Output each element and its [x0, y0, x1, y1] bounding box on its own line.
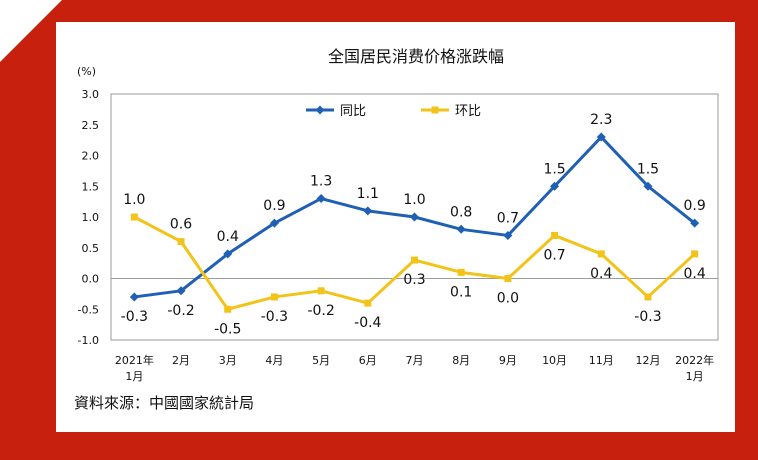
data-point	[456, 224, 466, 234]
data-label: 0.3	[403, 272, 425, 288]
data-point	[316, 194, 326, 204]
data-label: 0.9	[263, 198, 285, 214]
x-tick-label: 5月	[312, 354, 330, 367]
data-label: 2.3	[590, 112, 612, 128]
legend-label: 环比	[455, 104, 481, 119]
x-tick-label: 9月	[499, 354, 517, 367]
data-point	[504, 275, 512, 282]
data-point	[596, 132, 606, 142]
x-tick-label: 3月	[219, 354, 237, 367]
y-tick-label: 2.5	[82, 119, 100, 132]
y-tick-label: 3.0	[82, 88, 100, 101]
data-point	[224, 305, 232, 313]
x-tick-label: 2021年	[115, 353, 154, 367]
data-label: 0.1	[450, 284, 472, 300]
y-tick-label: -0.5	[78, 303, 99, 316]
data-point	[364, 299, 372, 307]
data-label: -0.2	[167, 303, 194, 319]
data-point	[176, 286, 186, 296]
x-tick-label: 8月	[452, 354, 470, 367]
legend-swatch-marker	[431, 106, 439, 114]
data-label: 1.3	[310, 174, 332, 190]
y-tick-label: -1.0	[78, 334, 99, 347]
data-point	[643, 181, 653, 191]
data-point	[503, 230, 513, 240]
data-label: 0.0	[497, 291, 519, 307]
x-tick-label: 6月	[359, 354, 377, 367]
data-label: 0.4	[217, 229, 239, 245]
x-tick-label: 7月	[406, 354, 424, 367]
legend-label: 同比	[340, 104, 366, 119]
data-label: 0.7	[543, 247, 565, 263]
y-tick-label: 0.0	[82, 273, 100, 286]
data-label: 1.0	[403, 192, 425, 208]
plot-frame	[110, 93, 719, 341]
data-label: -0.3	[121, 309, 148, 325]
data-point	[317, 287, 325, 295]
y-tick-label: 1.5	[82, 180, 100, 193]
data-label: -0.3	[634, 309, 661, 325]
data-label: 0.9	[684, 198, 706, 214]
data-label: 0.6	[170, 217, 192, 233]
data-point	[411, 256, 418, 264]
data-point	[269, 218, 279, 228]
data-point	[551, 231, 559, 239]
data-label: 0.4	[590, 266, 612, 282]
legend-swatch-marker	[315, 105, 325, 115]
y-tick-label: 2.0	[82, 150, 100, 163]
data-label: 1.0	[123, 192, 145, 208]
chart-title: 全国居民消费价格涨跌幅	[328, 47, 504, 66]
y-axis-unit: (%)	[77, 65, 96, 78]
x-tick-label: 2022年	[675, 353, 714, 367]
data-label: 0.4	[684, 266, 706, 282]
data-point	[223, 249, 233, 259]
data-point	[130, 213, 138, 221]
source-note: 資料來源：中國國家統計局	[74, 394, 255, 412]
data-point	[270, 293, 278, 301]
data-point	[550, 181, 560, 191]
cpi-line-chart: 全国居民消费价格涨跌幅 (%) 3.0 2.5 2.0 1.5 1.0 0.5 0.0 -0.…	[77, 47, 719, 383]
data-point	[410, 212, 419, 222]
x-tick-label: 12月	[635, 354, 660, 367]
x-tick-label: 1月	[686, 370, 704, 383]
data-label: 1.5	[543, 161, 565, 177]
x-tick-label: 4月	[265, 354, 283, 367]
data-label: 1.5	[637, 161, 659, 177]
y-tick-label: 1.0	[82, 211, 100, 224]
x-tick-label: 10月	[542, 354, 567, 367]
data-label: 0.8	[450, 204, 472, 220]
chart-card: 全国居民消费价格涨跌幅 (%) 3.0 2.5 2.0 1.5 1.0 0.5 0.0 -0.…	[56, 22, 735, 432]
data-label: -0.4	[354, 315, 381, 331]
y-tick-label: 0.5	[82, 242, 100, 255]
x-tick-label: 1月	[125, 370, 143, 383]
data-point	[691, 250, 699, 258]
data-label: -0.3	[261, 309, 288, 325]
data-label: 1.1	[357, 186, 379, 202]
data-label: -0.5	[214, 321, 241, 337]
data-point	[597, 250, 605, 258]
x-tick-label: 2月	[172, 354, 190, 367]
data-point	[177, 238, 185, 246]
data-point	[129, 292, 139, 302]
data-point	[690, 218, 700, 228]
data-label: -0.2	[307, 303, 334, 319]
data-point	[644, 293, 652, 301]
data-point	[457, 268, 465, 276]
data-label: 0.7	[497, 210, 519, 226]
corner-decoration	[0, 0, 62, 62]
x-tick-label: 11月	[589, 354, 614, 367]
data-point	[363, 206, 373, 216]
